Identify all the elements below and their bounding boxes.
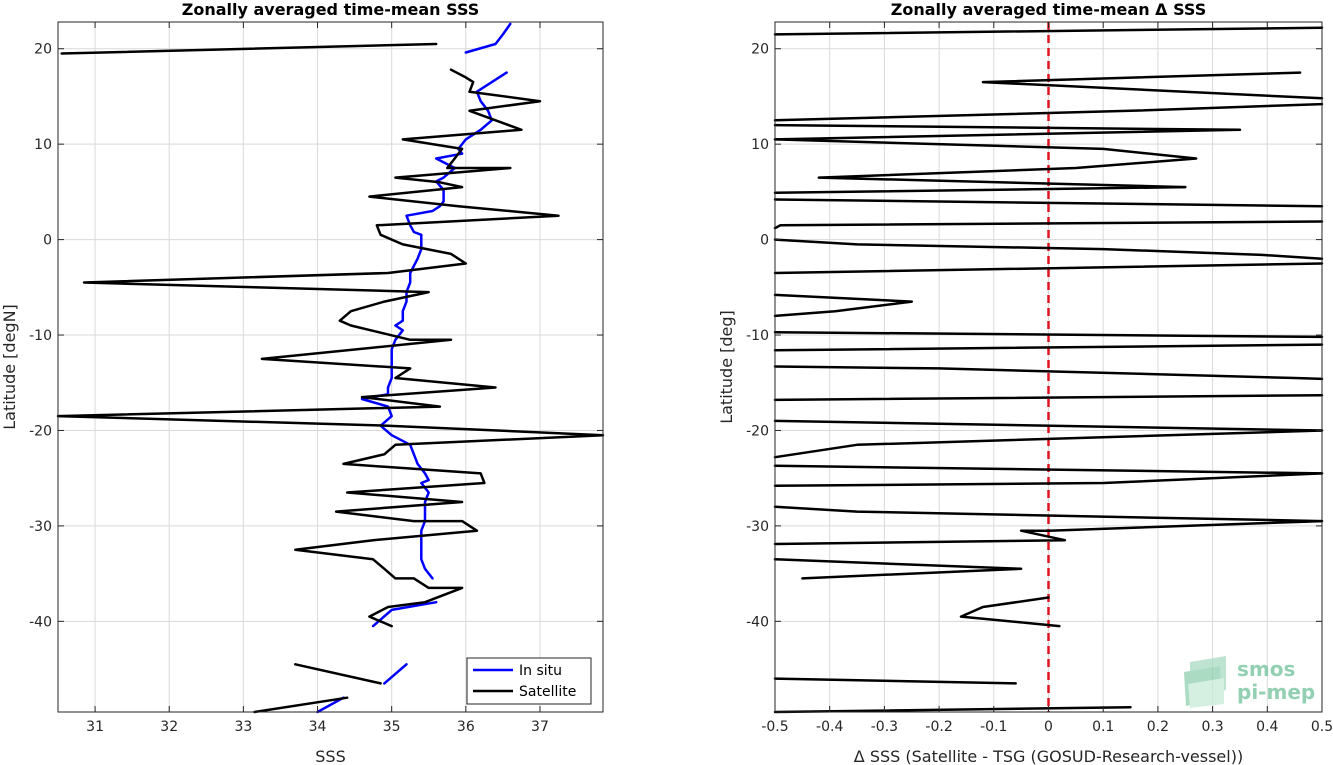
delta-series-segment [773, 343, 1324, 352]
delta-series-segment [773, 393, 1324, 402]
x-tick-label: 31 [86, 719, 104, 735]
y-tick-label: 20 [34, 42, 52, 58]
smos-pi-mep-logo: smos pi-mep [1184, 656, 1315, 708]
satellite-series-segment [294, 663, 382, 685]
y-tick-label: -20 [29, 423, 52, 439]
y-tick-label: 20 [751, 42, 769, 58]
y-tick-label: -30 [746, 519, 769, 535]
logo-wave-icon [1184, 656, 1226, 708]
sss-ticks: 31 32 33 34 35 36 37 -40 -30 -20 -10 0 10 20 [29, 22, 603, 735]
delta-series-segment [773, 705, 1132, 714]
x-tick-label: -0.2 [925, 719, 952, 735]
delta-series-segment [773, 519, 1324, 546]
x-tick-label: 37 [531, 719, 549, 735]
y-tick-label: -10 [746, 328, 769, 344]
sss-axes-frame [57, 21, 604, 713]
delta-chart-title: Zonally averaged time-mean Δ SSS [891, 0, 1207, 19]
y-tick-label: -40 [746, 614, 769, 630]
delta-ticks: -0.5 -0.4 -0.3 -0.2 -0.1 0 0.1 0.2 0.3 0.4 0.5 -40 -… [746, 22, 1333, 735]
delta-series-segment [773, 472, 1324, 488]
delta-series-segment [773, 123, 1242, 141]
x-tick-label: 32 [160, 719, 178, 735]
delta-series-segment [773, 238, 1324, 260]
delta-series-segment [773, 330, 1324, 339]
delta-series-segment [773, 365, 1324, 381]
delta-series-segment [773, 102, 1324, 122]
legend-box [466, 657, 592, 705]
y-tick-label: -30 [29, 519, 52, 535]
x-tick-label: 36 [457, 719, 475, 735]
x-tick-label: -0.1 [980, 719, 1007, 735]
x-tick-label: 33 [234, 719, 252, 735]
sss-x-axis-label: SSS [315, 747, 345, 765]
legend-satellite-label: Satellite [519, 684, 576, 700]
sss-y-axis-label: Latitude [degN] [0, 304, 19, 430]
satellite-series-segment [56, 68, 605, 628]
y-tick-label: 0 [43, 233, 52, 249]
delta-series-segment [773, 558, 1023, 580]
x-tick-label: 0.5 [1311, 719, 1333, 735]
y-tick-label: 10 [751, 137, 769, 153]
delta-plot-area [773, 22, 1324, 714]
logo-line-2: pi-mep [1237, 680, 1315, 704]
in-situ-series-segment [383, 663, 408, 685]
y-tick-label: -10 [29, 328, 52, 344]
x-tick-label: 0.1 [1092, 719, 1114, 735]
delta-series-segment [773, 293, 914, 318]
sss-chart-title: Zonally averaged time-mean SSS [182, 0, 480, 19]
y-tick-label: -20 [746, 423, 769, 439]
x-tick-label: 0.3 [1201, 719, 1223, 735]
delta-series-segment [773, 198, 1324, 208]
delta-y-axis-label: Latitude [deg] [717, 310, 736, 424]
sss-grid [58, 22, 603, 712]
legend: In situ Satellite [466, 657, 592, 705]
x-tick-label: 0.4 [1256, 719, 1278, 735]
x-tick-label: 0.2 [1147, 719, 1169, 735]
x-tick-label: -0.5 [761, 719, 788, 735]
logo-line-1: smos [1237, 657, 1295, 681]
delta-series-segment [773, 419, 1324, 432]
delta-series-segment [773, 138, 1198, 189]
x-tick-label: 35 [383, 719, 401, 735]
legend-insitu-label: In situ [519, 663, 562, 679]
x-tick-label: -0.4 [816, 719, 843, 735]
delta-series-segment [773, 220, 1324, 230]
delta-sss-panel: -0.5 -0.4 -0.3 -0.2 -0.1 0 0.1 0.2 0.3 0.4 0.5 -40 -… [717, 0, 1333, 765]
x-tick-label: 0 [1044, 719, 1053, 735]
satellite-series-segment [60, 42, 438, 55]
delta-x-axis-label: Δ SSS (Satellite - TSG (GOSUD-Research-v… [854, 747, 1243, 765]
y-tick-label: 10 [34, 137, 52, 153]
delta-series-segment [773, 26, 1324, 36]
delta-series-segment [773, 262, 1324, 275]
satellite-series-segment [253, 696, 349, 714]
delta-series-segment [773, 505, 1324, 523]
delta-series-segment [773, 429, 1324, 459]
delta-series-segment [773, 464, 1324, 475]
delta-series-segment [981, 71, 1324, 100]
y-tick-label: 0 [760, 233, 769, 249]
delta-series-segment [773, 185, 1187, 195]
sss-plot-area [56, 22, 605, 714]
in-situ-series-segment [360, 71, 508, 580]
x-tick-label: -0.3 [871, 719, 898, 735]
delta-series-segment [773, 677, 1017, 685]
delta-series-segment [959, 596, 1061, 628]
in-situ-series-segment [464, 22, 512, 54]
sss-panel: 31 32 33 34 35 36 37 -40 -30 -20 -10 0 10 20 Zonally … [0, 0, 605, 765]
y-tick-label: -40 [29, 614, 52, 630]
x-tick-label: 34 [309, 719, 327, 735]
